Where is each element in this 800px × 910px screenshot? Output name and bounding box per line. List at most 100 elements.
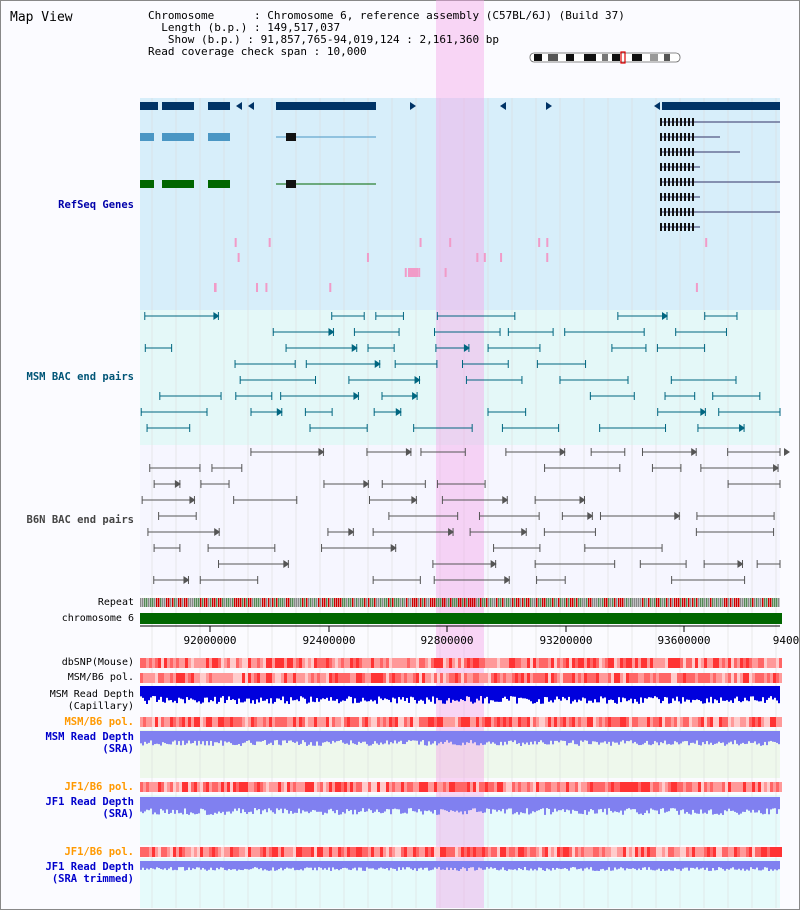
refseq-feature — [366, 253, 369, 262]
polymorphism-heat — [323, 658, 326, 668]
polymorphism-heat — [155, 782, 158, 792]
polymorphism-heat — [158, 658, 161, 668]
msm-sra-depth — [424, 731, 426, 746]
polymorphism-heat — [281, 673, 284, 683]
msm-capillary-depth — [636, 686, 638, 702]
repeat-mark — [234, 598, 236, 607]
track-label-jf1-b6-pol[interactable]: JF1/B6 pol. — [64, 781, 134, 793]
polymorphism-heat — [611, 782, 614, 792]
polymorphism-heat — [659, 717, 662, 727]
jf1-sra-depth — [714, 797, 716, 814]
jf1-trimmed-depth — [246, 861, 248, 870]
msm-capillary-depth — [682, 686, 684, 698]
msm-capillary-depth — [778, 686, 780, 704]
polymorphism-heat — [485, 847, 488, 857]
polymorphism-heat — [350, 847, 353, 857]
repeat-mark — [626, 598, 628, 607]
jf1-sra-depth — [652, 797, 654, 810]
track-label-msm-read-sra[interactable]: MSM Read Depth (SRA) — [4, 731, 134, 755]
polymorphism-heat — [617, 782, 620, 792]
msm-sra-depth — [540, 731, 542, 741]
jf1-trimmed-depth — [268, 861, 270, 871]
msm-capillary-depth — [168, 686, 170, 701]
jf1-sra-depth — [432, 797, 434, 814]
polymorphism-heat — [305, 658, 308, 668]
info-coverage-key: Read coverage check span — [148, 45, 307, 58]
jf1-sra-depth — [552, 797, 554, 813]
polymorphism-heat — [302, 658, 305, 668]
polymorphism-heat — [194, 673, 197, 683]
jf1-sra-depth — [284, 797, 286, 809]
track-label-msm-b6-pol-2[interactable]: MSM/B6 pol. — [64, 716, 134, 728]
repeat-mark — [202, 598, 204, 607]
msm-sra-depth — [302, 731, 304, 741]
polymorphism-heat — [650, 847, 653, 857]
polymorphism-heat — [740, 782, 743, 792]
repeat-mark — [764, 598, 766, 607]
repeat-mark — [472, 598, 474, 607]
polymorphism-heat — [422, 782, 425, 792]
gene-exon — [668, 133, 670, 141]
repeat-mark — [582, 598, 584, 607]
jf1-trimmed-depth — [308, 861, 310, 868]
refseq-feature — [237, 253, 240, 262]
refseq-feature — [329, 283, 332, 292]
track-label-b6n-bac[interactable]: B6N BAC end pairs — [26, 514, 134, 526]
jf1-sra-depth — [384, 797, 386, 812]
polymorphism-heat — [659, 782, 662, 792]
msm-capillary-depth — [510, 686, 512, 697]
polymorphism-heat — [641, 673, 644, 683]
msm-sra-depth — [552, 731, 554, 745]
polymorphism-heat — [698, 717, 701, 727]
track-label-jf1-read-sra[interactable]: JF1 Read Depth (SRA) — [4, 796, 134, 820]
jf1-sra-depth — [742, 797, 744, 812]
repeat-mark — [742, 598, 744, 607]
jf1-sra-depth — [638, 797, 640, 815]
msm-sra-depth — [330, 731, 332, 744]
polymorphism-heat — [278, 717, 281, 727]
track-label-refseq[interactable]: RefSeq Genes — [58, 199, 134, 211]
msm-sra-depth — [342, 731, 344, 743]
polymorphism-heat — [476, 847, 479, 857]
jf1-trimmed-depth — [326, 861, 328, 870]
repeat-mark — [556, 598, 558, 607]
repeat-mark — [502, 598, 504, 607]
polymorphism-heat — [683, 782, 686, 792]
jf1-trimmed-depth — [508, 861, 510, 870]
msm-sra-depth — [530, 731, 532, 742]
jf1-sra-depth — [380, 797, 382, 814]
msm-capillary-depth — [498, 686, 500, 702]
polymorphism-heat — [626, 847, 629, 857]
repeat-mark — [278, 598, 280, 607]
polymorphism-heat — [689, 782, 692, 792]
jf1-trimmed-depth — [616, 861, 618, 870]
polymorphism-heat — [191, 658, 194, 668]
jf1-sra-depth — [260, 797, 262, 815]
track-label-jf1-b6-pol-2[interactable]: JF1/B6 pol. — [64, 846, 134, 858]
track-label-jf1-read-trimmed[interactable]: JF1 Read Depth (SRA trimmed) — [4, 861, 134, 885]
track-label-msm-bac[interactable]: MSM BAC end pairs — [26, 371, 134, 383]
repeat-mark — [768, 598, 770, 607]
polymorphism-heat — [593, 658, 596, 668]
track-label-chromosome: chromosome 6 — [61, 613, 134, 624]
polymorphism-heat — [779, 847, 782, 857]
polymorphism-heat — [296, 673, 299, 683]
msm-capillary-depth — [240, 686, 242, 703]
polymorphism-heat — [203, 717, 206, 727]
polymorphism-heat — [176, 673, 179, 683]
polymorphism-heat — [515, 717, 518, 727]
msm-sra-depth — [726, 731, 728, 745]
repeat-mark — [208, 598, 210, 607]
polymorphism-heat — [506, 673, 509, 683]
jf1-trimmed-depth — [608, 861, 610, 868]
chromosome-info: Chromosome : Chromosome 6, reference ass… — [148, 9, 625, 58]
polymorphism-heat — [212, 658, 215, 668]
polymorphism-heat — [188, 658, 191, 668]
msm-capillary-depth — [196, 686, 198, 703]
polymorphism-heat — [512, 717, 515, 727]
jf1-sra-depth — [728, 797, 730, 809]
repeat-mark — [402, 598, 404, 607]
polymorphism-heat — [434, 658, 437, 668]
msm-capillary-depth — [688, 686, 690, 700]
